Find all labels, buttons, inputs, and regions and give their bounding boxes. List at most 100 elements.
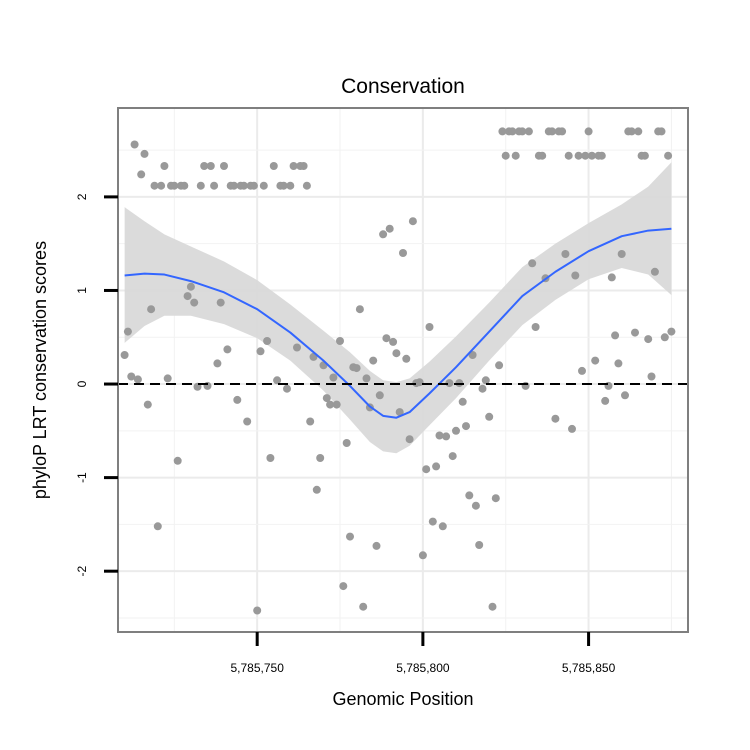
confidence-band <box>124 162 672 454</box>
data-point <box>650 267 659 276</box>
data-point <box>667 327 676 336</box>
data-point <box>640 151 649 160</box>
data-point <box>263 337 272 345</box>
data-point <box>607 273 616 282</box>
data-point <box>266 454 275 462</box>
data-point <box>389 337 398 346</box>
data-point <box>243 417 252 426</box>
y-axis: 2 1 0 -1 -2 <box>75 193 118 577</box>
data-point <box>375 391 384 400</box>
data-point <box>601 396 610 405</box>
smooth-line-layer <box>124 227 672 419</box>
data-point <box>614 359 623 368</box>
data-point <box>133 375 142 384</box>
data-point <box>418 551 427 560</box>
data-point <box>223 345 232 354</box>
y-tick-label: 2 <box>75 193 89 200</box>
data-point <box>432 462 441 471</box>
data-point <box>568 424 576 433</box>
data-point <box>385 224 394 233</box>
data-point <box>316 454 325 462</box>
data-point <box>445 379 454 388</box>
data-point <box>210 181 219 190</box>
plot-panel-border <box>117 107 689 633</box>
data-point <box>253 606 262 615</box>
data-point <box>478 384 487 393</box>
points-layer <box>120 127 676 615</box>
data-point <box>153 522 162 531</box>
data-point <box>289 162 298 170</box>
data-point <box>206 162 215 170</box>
data-point <box>485 412 494 421</box>
data-point <box>561 250 570 258</box>
data-point <box>269 162 278 170</box>
data-point <box>548 127 557 136</box>
data-point <box>631 328 639 337</box>
data-point <box>571 271 580 280</box>
data-point <box>120 351 129 359</box>
data-point <box>302 181 311 190</box>
data-point <box>465 491 474 500</box>
y-tick-label: 1 <box>75 287 89 294</box>
data-point <box>239 181 248 190</box>
data-point <box>170 181 179 190</box>
data-point <box>578 366 586 375</box>
data-point <box>306 417 315 426</box>
data-point <box>551 414 560 423</box>
data-point <box>528 259 537 268</box>
data-point <box>644 335 653 344</box>
data-point <box>415 378 424 387</box>
data-point <box>538 151 547 160</box>
data-point <box>425 323 434 331</box>
data-point <box>574 151 583 160</box>
data-point <box>130 140 139 149</box>
data-point <box>664 151 673 160</box>
data-point <box>581 151 590 160</box>
data-point <box>621 391 629 400</box>
data-point <box>481 376 490 385</box>
data-point <box>488 602 497 611</box>
data-point <box>422 465 431 474</box>
data-point <box>362 374 371 383</box>
x-tick-label: 5,785,850 <box>562 661 616 675</box>
data-point <box>617 250 626 258</box>
data-point <box>140 149 149 158</box>
data-point <box>127 372 136 381</box>
data-point <box>233 395 242 404</box>
data-point <box>399 249 407 257</box>
data-point <box>312 485 321 494</box>
data-point <box>279 181 288 190</box>
data-point <box>352 364 361 373</box>
data-point <box>259 181 268 190</box>
data-point <box>660 333 669 342</box>
y-tick-label: -1 <box>75 472 89 483</box>
data-point <box>183 292 192 301</box>
data-point <box>200 162 209 170</box>
data-point <box>369 356 378 365</box>
data-point <box>584 127 593 136</box>
data-point <box>475 541 484 549</box>
data-point <box>564 151 573 160</box>
data-point <box>511 151 520 160</box>
data-point <box>597 151 606 160</box>
x-axis-title: Genomic Position <box>332 689 473 709</box>
data-point <box>448 452 457 461</box>
data-point <box>173 456 182 465</box>
data-point <box>591 356 600 365</box>
data-point <box>332 400 341 409</box>
data-point <box>491 494 500 503</box>
data-point <box>216 298 225 307</box>
data-point <box>462 422 470 431</box>
smooth-line <box>124 227 672 419</box>
confidence-band-layer <box>124 162 672 454</box>
data-point <box>558 127 567 136</box>
x-axis: 5,785,750 5,785,800 5,785,850 <box>230 632 616 675</box>
data-point <box>213 359 222 368</box>
data-point <box>190 298 199 307</box>
data-point <box>382 334 391 343</box>
data-point <box>157 181 166 190</box>
data-point <box>283 384 291 393</box>
data-point <box>180 181 189 190</box>
data-point <box>143 400 152 409</box>
data-point <box>471 501 480 510</box>
